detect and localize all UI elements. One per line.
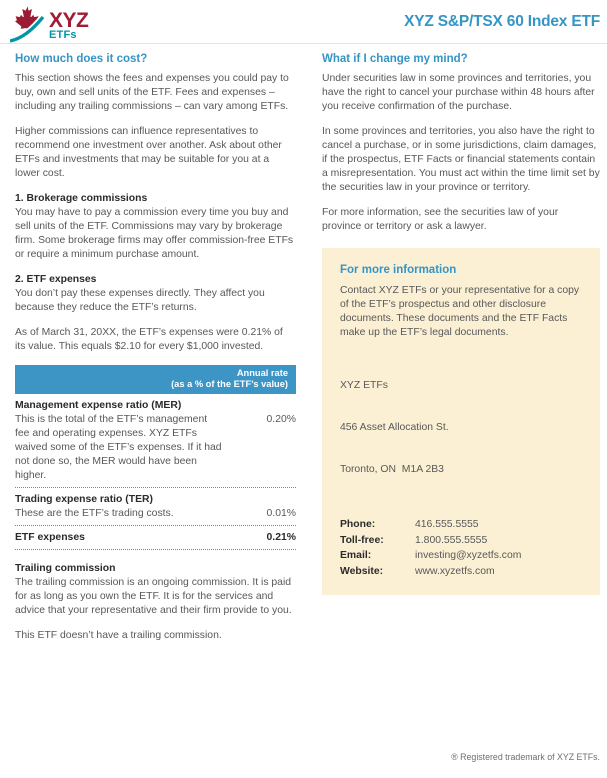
paragraph: For more information, see the securities… <box>322 207 559 232</box>
fee-total-value: 0.21% <box>266 532 296 543</box>
trademark-footnote: ® Registered trademark of XYZ ETFs. <box>451 752 600 762</box>
table-row-etf-expenses-total: ETF expenses 0.21% <box>15 526 296 550</box>
fee-row-label: Management expense ratio (MER) <box>15 400 182 411</box>
company-address: XYZ ETFs 456 Asset Allocation St. Toront… <box>340 351 582 505</box>
contact-label: Website: <box>340 565 384 577</box>
fee-row-value: 0.01% <box>266 508 296 519</box>
paragraph: This section shows the fees and expenses… <box>15 73 289 112</box>
paragraph: You don’t pay these expenses directly. T… <box>15 288 265 313</box>
xyz-etfs-logo: XYZ ETFs <box>9 4 89 45</box>
logo-wordmark: XYZ ETFs <box>49 9 89 41</box>
subheading-etf-expenses: 2. ETF expenses <box>15 274 97 285</box>
section-heading-cost: How much does it cost? <box>15 53 148 65</box>
paragraph: Under securities law in some provinces a… <box>322 73 595 112</box>
table-row-mer: Management expense ratio (MER) This is t… <box>15 394 296 488</box>
contact-label: Toll-free: <box>340 534 384 546</box>
paragraph: Higher commissions can influence represe… <box>15 126 282 179</box>
paragraph: The trailing commission is an ongoing co… <box>15 577 292 616</box>
fee-row-description: These are the ETF’s trading costs. <box>15 508 174 519</box>
website-link[interactable]: www.xyzetfs.com <box>415 565 495 577</box>
subheading-brokerage-commissions: 1. Brokerage commissions <box>15 193 148 204</box>
phone-number: 416.555.5555 <box>415 519 479 530</box>
annual-rate-table-header: Annual rate (as a % of the ETF’s value) <box>15 365 296 394</box>
contact-row-email: Email: investing@xyzetfs.com <box>340 548 582 564</box>
address-line: 456 Asset Allocation St. <box>340 422 449 433</box>
logo-brand-text: XYZ <box>49 9 89 32</box>
fee-row-value: 0.20% <box>266 414 296 425</box>
paragraph: This ETF doesn’t have a trailing commiss… <box>15 630 222 641</box>
fee-row-label: Trading expense ratio (TER) <box>15 494 153 505</box>
address-line: XYZ ETFs <box>340 380 388 391</box>
address-line: Toronto, ON M1A 2B3 <box>340 464 444 475</box>
right-column: What if I change my mind? Under securiti… <box>322 52 600 595</box>
tollfree-number: 1.800.555.5555 <box>415 534 488 546</box>
table-header-line2: (as a % of the ETF’s value) <box>171 379 288 389</box>
header-divider <box>0 43 607 44</box>
paragraph: As of March 31, 20XX, the ETF’s expenses… <box>15 327 283 352</box>
table-header-line1: Annual rate <box>236 368 288 378</box>
contact-row-website: Website: www.xyzetfs.com <box>340 564 582 580</box>
contact-label: Phone: <box>340 519 376 530</box>
paragraph: Contact XYZ ETFs or your representative … <box>340 285 580 338</box>
contact-label: Email: <box>340 550 372 561</box>
for-more-information-box: For more information Contact XYZ ETFs or… <box>322 248 600 595</box>
fee-row-description: This is the total of the ETF’s managemen… <box>15 414 222 481</box>
paragraph: In some provinces and territories, you a… <box>322 126 600 193</box>
left-column: How much does it cost? This section show… <box>15 52 296 654</box>
fee-total-label: ETF expenses <box>15 532 85 543</box>
table-row-ter: Trading expense ratio (TER) These are th… <box>15 488 296 526</box>
paragraph: You may have to pay a commission every t… <box>15 207 294 260</box>
subheading-trailing-commission: Trailing commission <box>15 563 116 574</box>
info-box-heading: For more information <box>340 264 457 276</box>
maple-leaf-icon <box>9 4 48 45</box>
contact-row-tollfree: Toll-free: 1.800.555.5555 <box>340 533 582 549</box>
page-title: XYZ S&P/TSX 60 Index ETF <box>404 13 600 30</box>
email-link[interactable]: investing@xyzetfs.com <box>415 550 522 561</box>
contact-row-phone: Phone: 416.555.5555 <box>340 517 582 533</box>
logo-sub-text: ETFs <box>49 29 77 41</box>
annual-rate-table: Annual rate (as a % of the ETF’s value) … <box>15 365 296 550</box>
section-heading-change-mind: What if I change my mind? <box>322 53 468 65</box>
